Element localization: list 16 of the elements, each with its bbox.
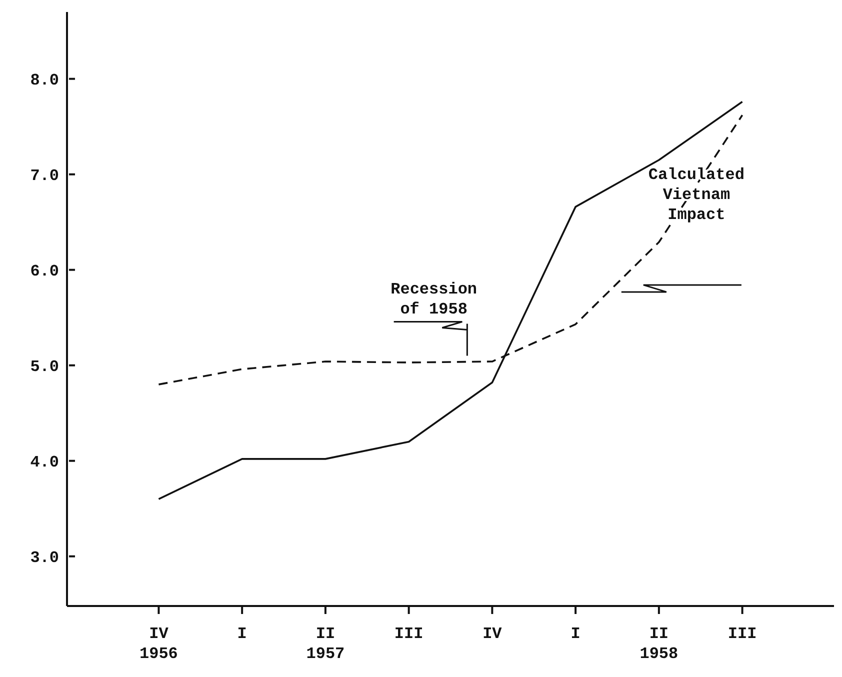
y-tick-label: 8.0 — [30, 72, 59, 90]
x-tick-label: II 1958 — [640, 625, 678, 663]
y-tick-label: 4.0 — [30, 454, 59, 472]
x-tick-label: II 1957 — [306, 625, 345, 663]
annotation: Recession of 1958 — [390, 280, 478, 319]
x-tick-label: I — [570, 625, 580, 643]
y-tick-label: 7.0 — [30, 167, 59, 186]
y-tick-label: 5.0 — [30, 358, 59, 376]
x-tick-label: I — [237, 625, 247, 643]
x-tick-label: IV 1956 — [140, 625, 178, 663]
line-series — [158, 100, 744, 500]
x-tick-label: III — [394, 625, 424, 643]
x-tick-label: IV — [482, 625, 502, 643]
x-tick-label: III — [728, 625, 757, 643]
y-tick-label: 6.0 — [30, 262, 59, 281]
y-tick-label: 3.0 — [30, 549, 59, 568]
